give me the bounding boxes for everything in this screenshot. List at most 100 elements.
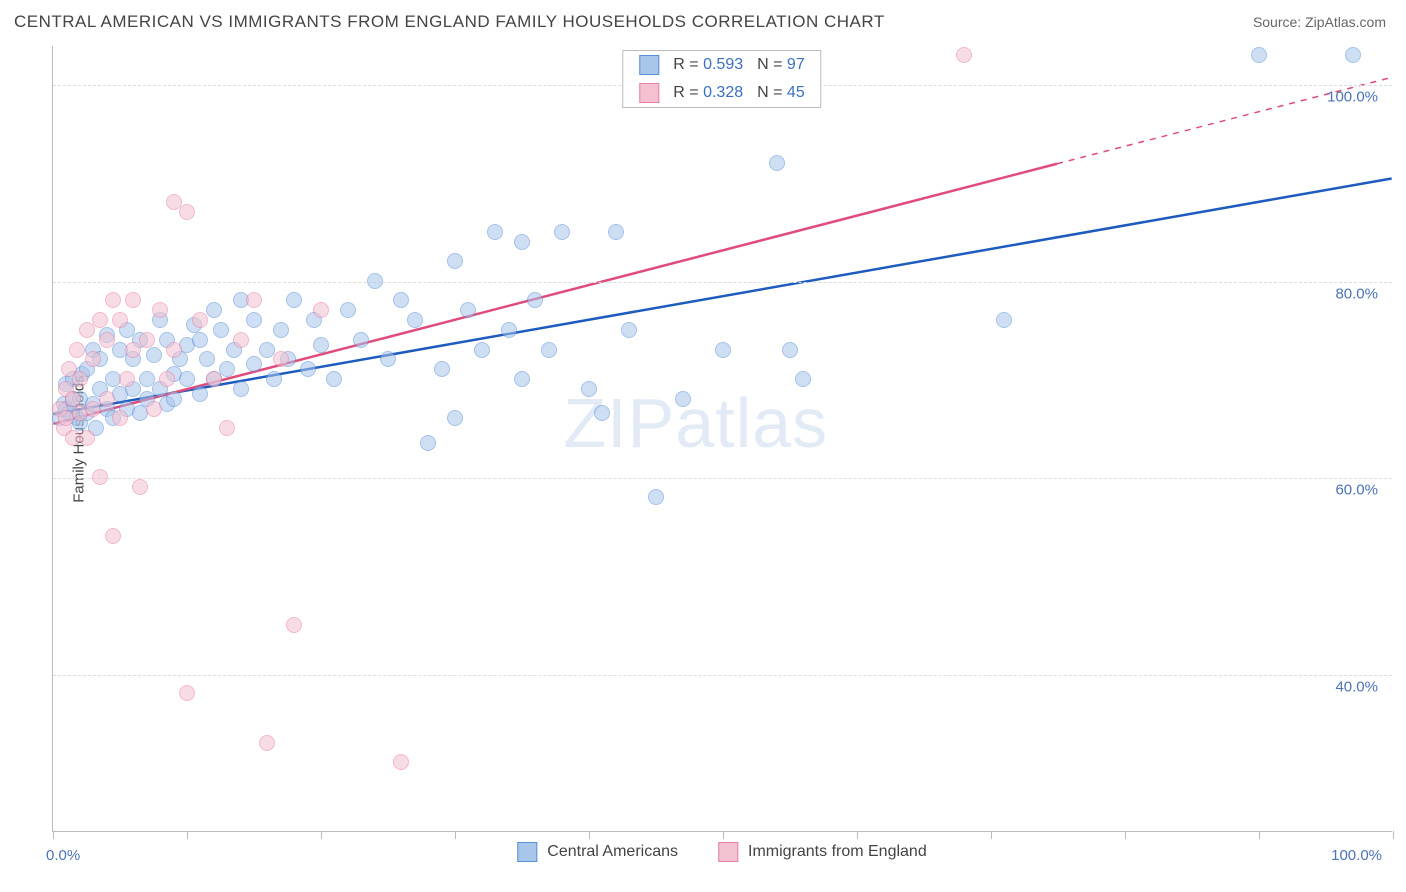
gridline [53,675,1392,676]
data-point [1345,47,1361,63]
data-point [179,204,195,220]
data-point [313,302,329,318]
data-point [996,312,1012,328]
data-point [501,322,517,338]
legend-swatch [639,55,659,75]
legend-swatch [718,842,738,862]
x-tick [1125,831,1126,839]
x-tick [321,831,322,839]
chart-source: Source: ZipAtlas.com [1253,14,1386,30]
data-point [554,224,570,240]
x-axis-min-label: 0.0% [46,847,80,864]
data-point [146,401,162,417]
data-point [300,361,316,377]
data-point [514,234,530,250]
data-point [192,386,208,402]
data-point [233,381,249,397]
data-point [166,391,182,407]
x-tick [1393,831,1394,839]
data-point [273,322,289,338]
data-point [514,371,530,387]
legend-row: R = 0.328 N = 45 [623,79,820,107]
data-point [447,410,463,426]
chart-title: CENTRAL AMERICAN VS IMMIGRANTS FROM ENGL… [14,12,885,32]
regression-lines [53,46,1392,831]
x-tick [53,831,54,839]
data-point [527,292,543,308]
data-point [340,302,356,318]
data-point [85,351,101,367]
data-point [192,332,208,348]
legend-item: Central Americans [517,842,678,862]
data-point [112,312,128,328]
x-tick [187,831,188,839]
x-tick [723,831,724,839]
data-point [246,312,262,328]
data-point [621,322,637,338]
chart-area: Family Households ZIPatlas 40.0%60.0%80.… [52,46,1392,832]
series-legend: Central Americans Immigrants from Englan… [517,842,926,862]
legend-label: Immigrants from England [748,843,927,861]
legend-n-label: N = 97 [757,56,805,74]
data-point [179,685,195,701]
data-point [581,381,597,397]
data-point [246,292,262,308]
data-point [69,342,85,358]
data-point [79,430,95,446]
data-point [286,292,302,308]
data-point [146,347,162,363]
data-point [286,617,302,633]
legend-n-label: N = 45 [757,84,805,102]
data-point [125,342,141,358]
legend-item: Immigrants from England [718,842,927,862]
data-point [782,342,798,358]
data-point [420,435,436,451]
data-point [460,302,476,318]
data-point [541,342,557,358]
x-tick [455,831,456,839]
data-point [956,47,972,63]
data-point [715,342,731,358]
legend-row: R = 0.593 N = 97 [623,51,820,79]
data-point [206,302,222,318]
data-point [594,405,610,421]
data-point [85,401,101,417]
x-tick [991,831,992,839]
data-point [72,371,88,387]
legend-r-label: R = 0.593 [673,56,743,74]
chart-header: CENTRAL AMERICAN VS IMMIGRANTS FROM ENGL… [0,0,1406,44]
data-point [99,391,115,407]
x-tick [857,831,858,839]
data-point [206,371,222,387]
x-axis-max-label: 100.0% [1331,847,1382,864]
y-tick-label: 40.0% [1335,678,1378,695]
data-point [648,489,664,505]
data-point [159,371,175,387]
data-point [246,356,262,372]
data-point [313,337,329,353]
x-tick [589,831,590,839]
data-point [447,253,463,269]
data-point [367,273,383,289]
data-point [353,332,369,348]
legend-swatch [639,83,659,103]
data-point [179,371,195,387]
data-point [105,292,121,308]
y-tick-label: 80.0% [1335,285,1378,302]
x-tick [1259,831,1260,839]
data-point [132,479,148,495]
data-point [1251,47,1267,63]
data-point [273,351,289,367]
legend-swatch [517,842,537,862]
data-point [487,224,503,240]
data-point [407,312,423,328]
data-point [795,371,811,387]
data-point [99,332,115,348]
plot-region: Family Households ZIPatlas 40.0%60.0%80.… [52,46,1392,832]
gridline [53,478,1392,479]
data-point [434,361,450,377]
data-point [219,361,235,377]
y-tick-label: 100.0% [1327,89,1378,106]
data-point [675,391,691,407]
gridline [53,282,1392,283]
